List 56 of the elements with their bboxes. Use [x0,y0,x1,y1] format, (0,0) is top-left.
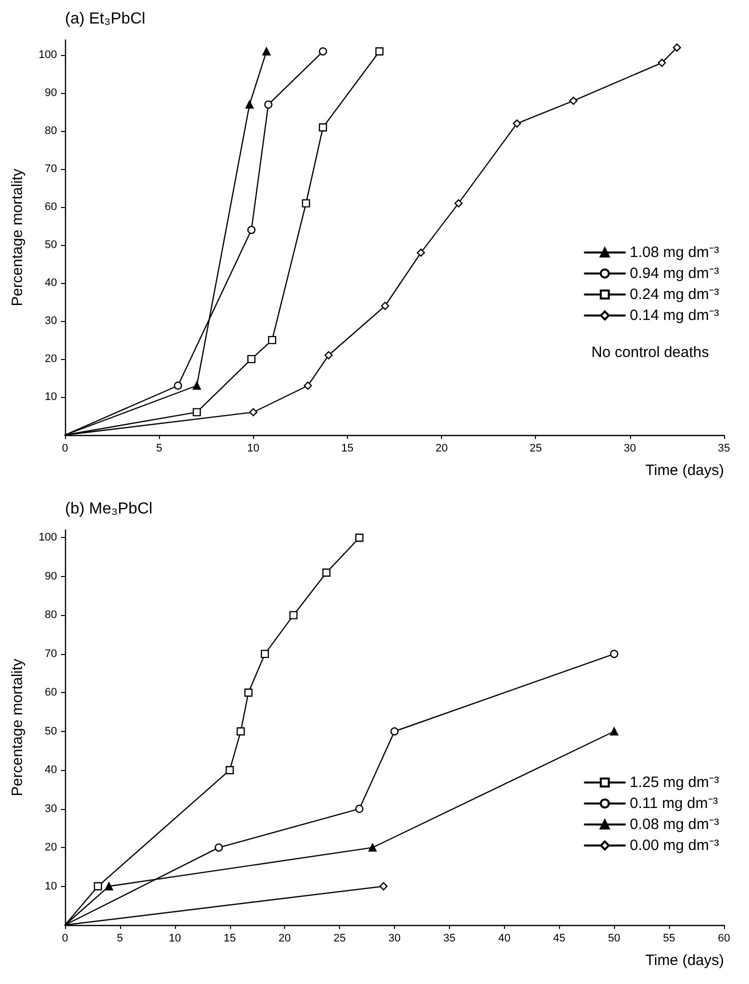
x-tick-label: 0 [62,442,68,454]
y-tick-label: 100 [38,532,57,544]
y-tick-label: 100 [38,49,57,62]
x-tick-label: 10 [168,932,181,944]
y-axis-title: Percentage mortality [9,168,26,306]
x-tick-label: 55 [662,932,676,944]
legend-label: 1.08 mg dm⁻³ [630,244,720,261]
y-tick-label: 80 [44,125,57,138]
x-tick-label: 0 [62,932,68,944]
y-tick-label: 40 [44,277,57,290]
legend-label: 0.08 mg dm⁻³ [630,816,720,833]
legend-label: 0.00 mg dm⁻³ [630,837,720,854]
legend-label: 0.11 mg dm⁻³ [630,795,718,812]
y-tick-label: 60 [44,201,57,214]
x-tick-label: 5 [116,932,123,944]
y-tick-label: 30 [44,802,57,815]
x-tick-label: 20 [278,932,291,944]
y-tick-label: 50 [44,239,57,252]
y-tick-label: 30 [44,315,57,328]
x-tick-label: 35 [443,932,456,944]
x-tick-label: 60 [718,932,730,944]
chart-title: (b) Me₃PbCl [65,500,152,518]
y-tick-label: 10 [44,880,57,892]
x-tick-label: 5 [156,442,162,454]
y-tick-label: 80 [44,609,57,622]
y-tick-label: 70 [44,648,57,660]
x-tick-label: 20 [435,442,448,454]
x-tick-label: 25 [333,932,346,944]
x-tick-label: 10 [247,442,260,454]
y-tick-label: 90 [44,570,57,582]
legend-label: 0.24 mg dm⁻³ [630,286,720,303]
chart-title: (a) Et₃PbCl [65,10,146,28]
x-axis-title: Time (days) [645,462,724,479]
x-tick-label: 35 [718,442,730,454]
y-tick-label: 60 [44,686,57,699]
annotation: No control deaths [591,344,710,361]
y-tick-label: 90 [44,87,57,100]
x-tick-label: 30 [388,932,401,944]
x-tick-label: 30 [624,442,636,454]
legend-label: 0.94 mg dm⁻³ [630,265,720,282]
x-tick-label: 15 [224,932,236,944]
legend-label: 1.25 mg dm⁻³ [630,774,720,791]
x-tick-label: 15 [341,442,354,454]
legend-label: 0.14 mg dm⁻³ [630,307,720,324]
x-axis-title: Time (days) [645,952,724,969]
x-tick-label: 25 [530,442,542,454]
y-axis-title: Percentage mortality [9,658,26,796]
y-tick-label: 50 [44,725,57,738]
x-tick-label: 40 [498,932,510,944]
y-tick-label: 20 [44,353,57,366]
y-tick-label: 70 [44,163,57,176]
y-tick-label: 10 [44,391,57,404]
x-tick-label: 45 [553,932,566,944]
y-tick-label: 40 [44,764,57,776]
y-tick-label: 20 [44,842,57,854]
x-tick-label: 50 [608,932,620,944]
